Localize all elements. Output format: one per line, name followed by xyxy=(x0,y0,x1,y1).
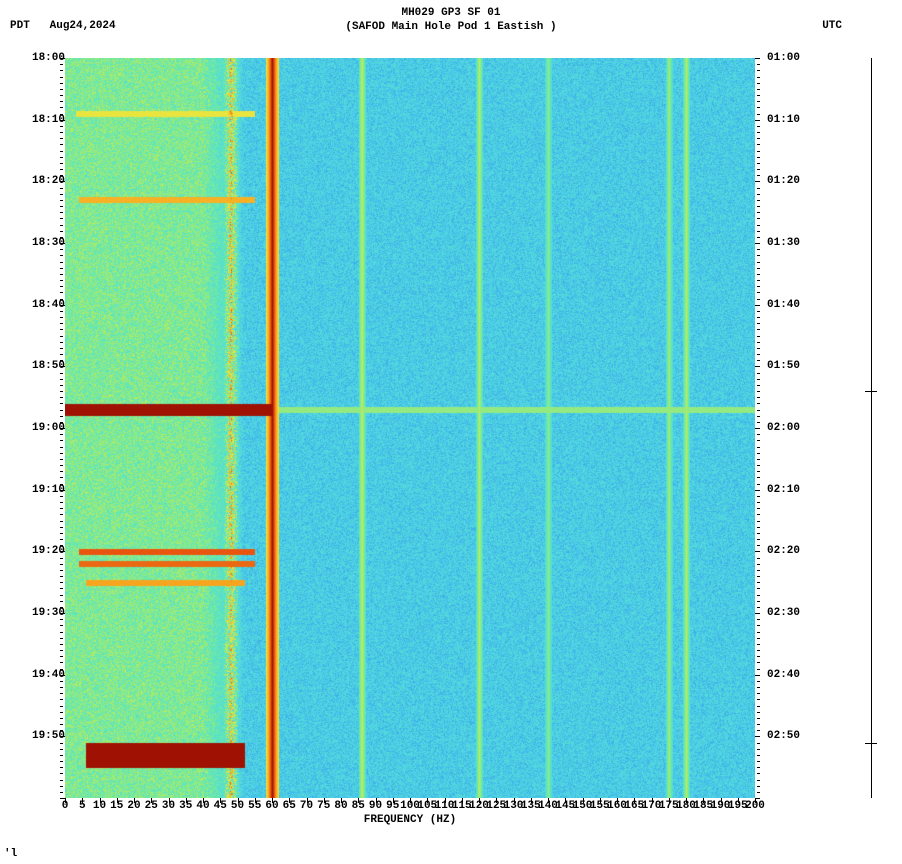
y-tick-left: 19:40 xyxy=(16,669,65,681)
y-tick-right: 01:10 xyxy=(761,114,817,126)
x-tick: 85 xyxy=(352,800,365,812)
timezone-date-left: PDT Aug24,2024 xyxy=(10,20,116,32)
y-axis-right: 01:0001:1001:2001:3001:4001:5002:0002:10… xyxy=(761,58,811,798)
chart-title: MH029 GP3 SF 01 (SAFOD Main Hole Pod 1 E… xyxy=(0,6,902,34)
y-tick-right: 02:10 xyxy=(761,484,817,496)
y-tick-left: 19:50 xyxy=(16,730,65,742)
y-tick-left: 18:30 xyxy=(16,237,65,249)
y-tick-right: 01:40 xyxy=(761,299,817,311)
y-tick-left: 18:50 xyxy=(16,360,65,372)
x-tick: 80 xyxy=(334,800,347,812)
x-tick: 0 xyxy=(62,800,69,812)
x-tick: 200 xyxy=(745,800,765,812)
x-tick: 50 xyxy=(231,800,244,812)
x-tick: 60 xyxy=(265,800,278,812)
x-tick: 10 xyxy=(93,800,106,812)
x-tick: 90 xyxy=(369,800,382,812)
y-tickmarks-right xyxy=(755,58,760,798)
footer-mark: 'l xyxy=(4,848,17,860)
y-tick-left: 18:40 xyxy=(16,299,65,311)
tz-left: PDT xyxy=(10,20,30,32)
y-tick-right: 01:50 xyxy=(761,360,817,372)
x-tick: 15 xyxy=(110,800,123,812)
x-tick: 30 xyxy=(162,800,175,812)
y-tick-left: 18:10 xyxy=(16,114,65,126)
x-tick: 35 xyxy=(179,800,192,812)
y-tick-left: 19:20 xyxy=(16,545,65,557)
x-tick: 70 xyxy=(300,800,313,812)
x-tick: 45 xyxy=(214,800,227,812)
y-tick-left: 19:30 xyxy=(16,607,65,619)
y-axis-left: 18:0018:1018:2018:3018:4018:5019:0019:10… xyxy=(16,58,65,798)
y-tick-left: 18:20 xyxy=(16,175,65,187)
y-tick-right: 02:00 xyxy=(761,422,817,434)
x-tick: 55 xyxy=(248,800,261,812)
y-tick-right: 01:00 xyxy=(761,52,817,64)
title-line1: MH029 GP3 SF 01 xyxy=(401,7,500,19)
y-tick-left: 19:10 xyxy=(16,484,65,496)
y-tick-right: 01:20 xyxy=(761,175,817,187)
tz-right: UTC xyxy=(822,20,842,32)
x-tick: 5 xyxy=(79,800,86,812)
x-axis: 0510152025303540455055606570758085909510… xyxy=(65,800,755,814)
x-tick: 25 xyxy=(145,800,158,812)
title-line2: (SAFOD Main Hole Pod 1 Eastish ) xyxy=(345,21,556,33)
amplitude-gauge xyxy=(871,58,872,798)
x-tick: 95 xyxy=(386,800,399,812)
spectrogram-page: { "header": { "title_line1": "MH029 GP3 … xyxy=(0,0,902,864)
y-tick-right: 02:40 xyxy=(761,669,817,681)
x-tick: 65 xyxy=(283,800,296,812)
spectrogram-canvas xyxy=(65,58,755,798)
y-tick-right: 02:20 xyxy=(761,545,817,557)
spectrogram-plot xyxy=(65,58,755,798)
y-tick-left: 18:00 xyxy=(16,52,65,64)
x-tick: 40 xyxy=(196,800,209,812)
timezone-right: UTC xyxy=(822,20,842,32)
y-tick-right: 02:50 xyxy=(761,730,817,742)
x-axis-label: FREQUENCY (HZ) xyxy=(65,814,755,826)
x-tick: 75 xyxy=(317,800,330,812)
x-tick: 20 xyxy=(127,800,140,812)
date: Aug24,2024 xyxy=(50,20,116,32)
y-tick-right: 01:30 xyxy=(761,237,817,249)
y-tick-left: 19:00 xyxy=(16,422,65,434)
y-tick-right: 02:30 xyxy=(761,607,817,619)
